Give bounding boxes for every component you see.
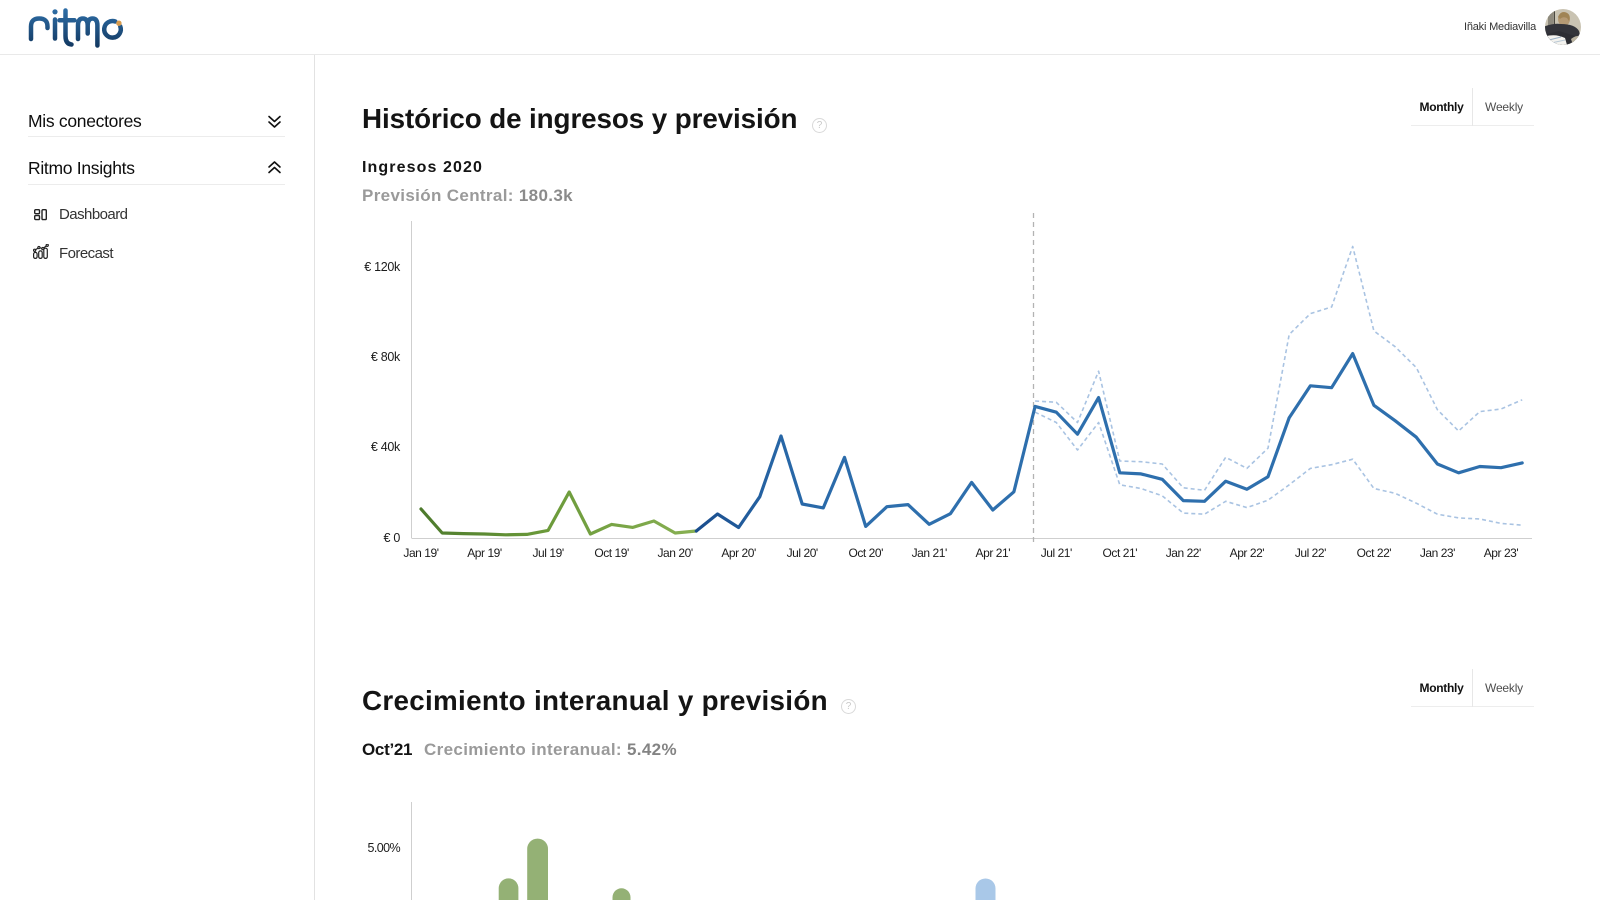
svg-text:€ 80k: € 80k [371, 350, 401, 364]
svg-text:€ 40k: € 40k [371, 440, 401, 454]
svg-text:Jan 19': Jan 19' [403, 546, 438, 560]
svg-text:Apr 22': Apr 22' [1230, 546, 1265, 560]
svg-text:Jan 21': Jan 21' [912, 546, 947, 560]
svg-text:Oct 21': Oct 21' [1103, 546, 1138, 560]
svg-text:Jul 21': Jul 21' [1041, 546, 1072, 560]
svg-text:Apr 23': Apr 23' [1484, 546, 1519, 560]
svg-text:Apr 19': Apr 19' [467, 546, 502, 560]
svg-text:Apr 21': Apr 21' [976, 546, 1011, 560]
svg-text:Apr 20': Apr 20' [721, 546, 756, 560]
svg-text:Oct 20': Oct 20' [848, 546, 883, 560]
svg-text:Jul 22': Jul 22' [1295, 546, 1326, 560]
svg-text:Jul 20': Jul 20' [787, 546, 818, 560]
svg-text:Jul 19': Jul 19' [533, 546, 564, 560]
svg-text:Jan 22': Jan 22' [1166, 546, 1201, 560]
svg-text:€ 120k: € 120k [364, 260, 401, 274]
svg-text:Oct 22': Oct 22' [1357, 546, 1392, 560]
svg-text:5.00%: 5.00% [368, 841, 401, 855]
svg-text:€ 0: € 0 [384, 531, 401, 545]
svg-text:Jan 20': Jan 20' [658, 546, 693, 560]
svg-text:Jan 23': Jan 23' [1420, 546, 1455, 560]
svg-text:Oct 19': Oct 19' [594, 546, 629, 560]
